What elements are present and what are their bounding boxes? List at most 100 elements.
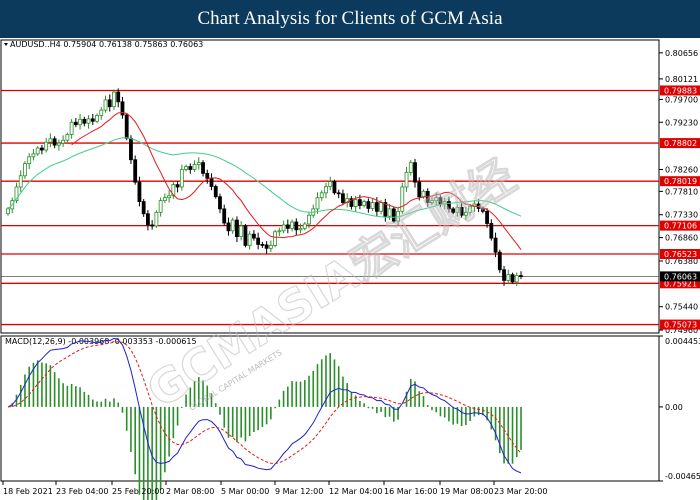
candle-body (31, 153, 36, 158)
candle-body (129, 137, 133, 161)
level-tag (660, 220, 700, 231)
level-tag-label: 0.79883 (664, 86, 697, 95)
candle-body (69, 121, 74, 135)
candle-body (353, 199, 358, 207)
candle-body (65, 134, 70, 141)
candle-body (493, 237, 498, 253)
candle-body (137, 181, 142, 202)
candle-body (23, 163, 27, 177)
candle-body (141, 201, 146, 215)
candle-body (290, 221, 294, 229)
candle-body (99, 109, 104, 116)
macd-histogram (11, 353, 522, 500)
candle-body (162, 197, 167, 202)
macd-label: MACD(12,26,9) -0.003968 -0.003353 -0.000… (5, 337, 197, 346)
candle-body (298, 227, 303, 231)
candle-body (281, 224, 286, 232)
candle-body (150, 224, 155, 227)
candle-body (192, 164, 197, 170)
time-tick-label: 16 Mar 16:00 (384, 487, 437, 496)
candle-body (44, 141, 49, 151)
candle-body (506, 274, 511, 281)
page-title: Chart Analysis for Clients of GCM Asia (0, 0, 700, 38)
macd-tick-label: -0.004653 (665, 472, 700, 481)
current-price-tag (660, 271, 700, 282)
price-tick-label: 0.75440 (665, 303, 698, 312)
candle-body (213, 186, 218, 198)
candles (6, 88, 523, 287)
candle-body (235, 219, 239, 238)
candle-body (256, 237, 261, 245)
candle-body (120, 101, 125, 116)
candle-body (379, 202, 383, 212)
symbol-info: AUDUSD..H4 0.75904 0.76138 0.75863 0.760… (10, 40, 203, 49)
level-tag-label: 0.76523 (664, 250, 697, 259)
candle-body (502, 269, 506, 281)
candle-body (480, 208, 485, 212)
ma-slow-line (7, 137, 522, 218)
candle-body (438, 197, 443, 205)
candle-body (434, 197, 439, 202)
candle-body (345, 198, 350, 203)
candle-body (485, 210, 489, 224)
level-tag (660, 176, 700, 187)
level-tag-label: 0.75921 (664, 279, 697, 288)
price-tick-label: 0.77810 (665, 187, 698, 196)
candle-body (35, 147, 40, 155)
candle-body (239, 225, 244, 238)
candle-body (510, 274, 515, 283)
macd-tick-label: 0.00 (665, 403, 683, 412)
candle-body (90, 118, 95, 122)
price-tick-label: 0.80121 (665, 75, 698, 84)
candle-body (268, 244, 273, 249)
time-tick-label: 23 Feb 04:00 (56, 487, 108, 496)
candle-body (366, 201, 371, 209)
candle-body (362, 201, 367, 206)
candle-body (103, 99, 108, 111)
price-tick-label: 0.79700 (665, 95, 698, 104)
candle-body (451, 208, 456, 213)
candle-body (341, 193, 345, 203)
price-y-axis: 0.80656 0.80121 0.79700 0.79230 0.78260 0.778… (659, 49, 698, 335)
candle-body (48, 138, 53, 143)
candle-body (463, 211, 468, 216)
candle-body (205, 172, 210, 179)
candle-body (86, 118, 91, 124)
candle-body (188, 166, 193, 170)
candle-body (222, 208, 227, 224)
time-tick-label: 9 Mar 12:00 (275, 487, 323, 496)
candle-body (243, 225, 248, 246)
candle-body (52, 138, 57, 146)
candle-body (349, 198, 354, 207)
candle-body (230, 219, 235, 232)
candle-body (196, 162, 201, 165)
candle-body (264, 244, 269, 249)
candle-body (154, 211, 159, 227)
time-tick-label: 12 Mar 04:00 (329, 487, 382, 496)
candle-body (315, 197, 320, 210)
candle-body (489, 223, 494, 239)
candle-body (252, 233, 256, 239)
price-tick-label: 0.78260 (665, 165, 698, 174)
candle-body (277, 230, 282, 233)
candle-body (218, 196, 222, 210)
candle-body (273, 231, 277, 246)
price-tick-label: 0.77330 (665, 211, 698, 220)
candle-body (374, 202, 379, 212)
price-tick-label: 0.74960 (665, 326, 698, 335)
time-axis: 18 Feb 2021 23 Feb 04:00 25 Feb 20:00 2 Mar… (2, 481, 547, 496)
macd-y-axis: 0.004453 0.00 -0.004653 (659, 335, 700, 482)
price-tick-label: 0.79230 (665, 118, 698, 127)
candle-body (112, 91, 116, 108)
candle-body (184, 166, 188, 170)
candle-body (430, 200, 434, 203)
candle-body (519, 275, 523, 277)
macd-tick-label: 0.004453 (665, 337, 700, 346)
candle-body (6, 208, 10, 215)
candle-body (332, 181, 337, 194)
level-labels: 0.79883 0.78802 0.78019 0.77106 0.76523 0.759… (660, 85, 700, 330)
candle-body (387, 208, 392, 217)
candle-body (18, 175, 23, 188)
time-tick-label: 2 Mar 08:00 (166, 487, 214, 496)
collapse-icon (4, 43, 8, 46)
